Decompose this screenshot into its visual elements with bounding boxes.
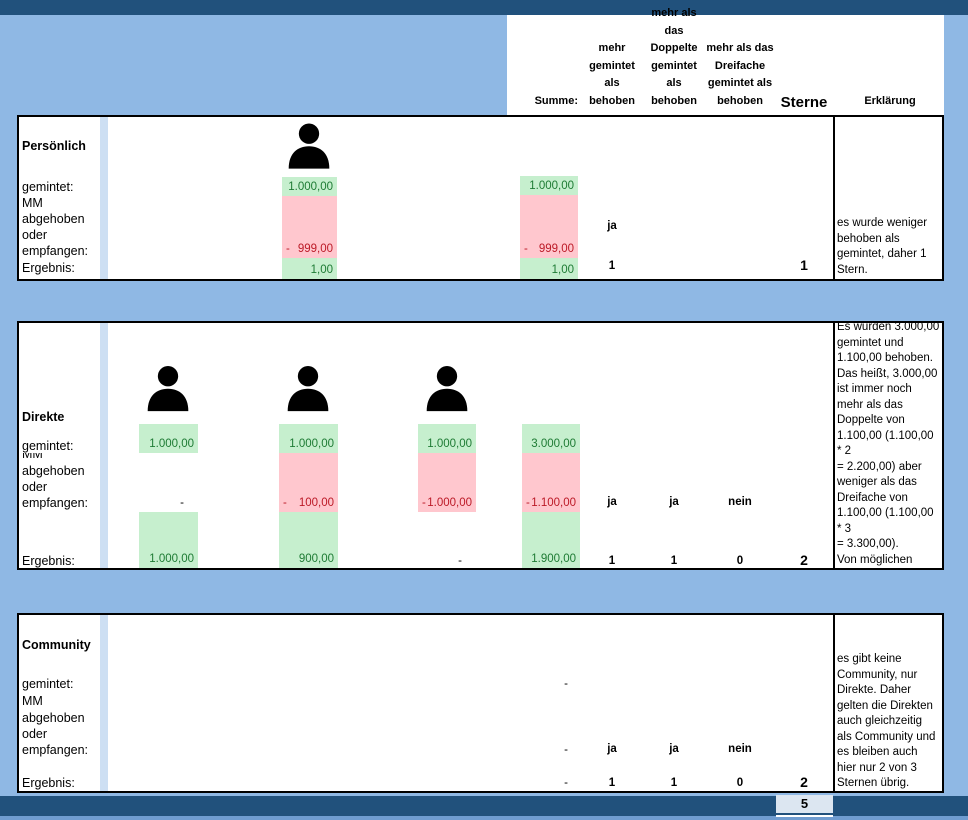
- row-label-abgehoben[interactable]: abgehoben: [22, 464, 85, 478]
- row-label-ergebnis[interactable]: Ergebnis:: [22, 554, 75, 568]
- dreifache-header[interactable]: mehr als das Dreifache gemintet als beho…: [706, 42, 774, 107]
- check-doppelt[interactable]: ja: [669, 743, 679, 755]
- summe-header[interactable]: Summe:: [534, 94, 578, 107]
- check-mehr[interactable]: ja: [607, 220, 617, 232]
- mehr-gemintet-header[interactable]: mehr gemintet als behoben: [589, 42, 635, 107]
- ergebnis-value-cell[interactable]: 1,00: [282, 258, 337, 279]
- erklaerung-text[interactable]: es wurde weniger behoben als gemintet, d…: [837, 217, 928, 276]
- row-label-empfangen[interactable]: empfangen:: [22, 244, 89, 258]
- summe-ergebnis-cell[interactable]: 1.900,00: [522, 512, 580, 568]
- ergebnis-value-cell[interactable]: 1.000,00: [139, 512, 198, 568]
- row-label-abgehoben[interactable]: abgehoben: [22, 212, 85, 226]
- check-doppelt[interactable]: ja: [669, 496, 679, 508]
- sterne-value[interactable]: 2: [800, 552, 808, 568]
- top-banner: [0, 0, 968, 15]
- row-label-ergebnis[interactable]: Ergebnis:: [22, 776, 75, 790]
- summe-ergebnis-cell[interactable]: 1,00: [520, 258, 578, 279]
- check-mehr[interactable]: ja: [607, 743, 617, 755]
- erklaerung-divider: [833, 323, 835, 568]
- spacer-column: [100, 615, 108, 791]
- erklaerung-text[interactable]: Es wurden 3.000,00 gemintet und 1.100,00…: [837, 321, 940, 566]
- gemintet-value-cell[interactable]: 1.000,00: [279, 424, 338, 453]
- row-label-mm[interactable]: MM: [22, 196, 43, 210]
- section-community: Community gemintet: MM abgehoben oder em…: [17, 613, 944, 793]
- count-mehr[interactable]: 1: [608, 777, 616, 789]
- row-label-gemintet[interactable]: gemintet:: [22, 180, 74, 194]
- abgehoben-value-cell[interactable]: -1.000,00: [418, 453, 476, 512]
- check-dreifach[interactable]: nein: [728, 496, 752, 508]
- row-label-ergebnis[interactable]: Ergebnis:: [22, 261, 75, 275]
- section-direkte: Direkte gemintet: MM abgehoben oder empf…: [17, 321, 944, 570]
- ergebnis-value-cell[interactable]: -: [458, 555, 462, 567]
- person-icon: [147, 366, 189, 412]
- summe-gemintet-cell[interactable]: -: [564, 678, 568, 690]
- count-dreifach[interactable]: 0: [736, 777, 744, 789]
- spacer-column: [100, 323, 108, 568]
- erklaerung-divider: [833, 117, 835, 279]
- gemintet-value-cell[interactable]: 1.000,00: [139, 424, 198, 453]
- summe-abgehoben-cell[interactable]: -999,00: [520, 195, 578, 258]
- row-label-gemintet[interactable]: gemintet:: [22, 439, 74, 453]
- count-mehr[interactable]: 1: [608, 260, 616, 272]
- doppelte-header[interactable]: mehr als das Doppelte gemintet als behob…: [650, 7, 698, 107]
- summe-gemintet-cell[interactable]: 1.000,00: [520, 176, 578, 195]
- summe-gemintet-cell[interactable]: 3.000,00: [522, 424, 580, 453]
- sterne-value[interactable]: 2: [800, 774, 808, 790]
- count-doppelt[interactable]: 1: [670, 777, 678, 789]
- gemintet-value-cell[interactable]: 1.000,00: [282, 177, 337, 196]
- sterne-value[interactable]: 1: [800, 257, 808, 273]
- row-label-empfangen[interactable]: empfangen:: [22, 496, 89, 510]
- abgehoben-value-cell[interactable]: -100,00: [279, 453, 338, 512]
- row-label-mm[interactable]: MM: [22, 694, 43, 708]
- row-label-gemintet[interactable]: gemintet:: [22, 677, 74, 691]
- erklaerung-header[interactable]: Erklärung: [864, 94, 916, 107]
- check-mehr[interactable]: ja: [607, 496, 617, 508]
- person-icon: [426, 366, 468, 412]
- summe-abgehoben-cell[interactable]: -: [564, 744, 568, 756]
- column-headers: Summe: mehr gemintet als behoben mehr al…: [507, 7, 944, 115]
- section-title[interactable]: Community: [22, 638, 91, 652]
- gemintet-value-cell[interactable]: 1.000,00: [418, 424, 476, 453]
- abgehoben-value-cell[interactable]: -: [180, 497, 184, 509]
- erklaerung-divider: [833, 615, 835, 791]
- spacer-column: [100, 117, 108, 279]
- row-label-abgehoben[interactable]: abgehoben: [22, 711, 85, 725]
- row-label-oder[interactable]: oder: [22, 480, 48, 494]
- count-doppelt[interactable]: 1: [670, 555, 678, 567]
- sterne-header[interactable]: Sterne: [780, 94, 828, 111]
- erklaerung-text[interactable]: es gibt keine Community, nur Direkte. Da…: [837, 653, 936, 789]
- row-label-oder[interactable]: oder: [22, 727, 48, 741]
- abgehoben-value-cell[interactable]: -999,00: [282, 196, 337, 258]
- section-title[interactable]: Persönlich: [22, 139, 86, 153]
- ergebnis-value-cell[interactable]: 900,00: [279, 512, 338, 568]
- count-mehr[interactable]: 1: [608, 555, 616, 567]
- person-icon: [288, 123, 330, 169]
- row-label-oder[interactable]: oder: [22, 228, 48, 242]
- total-underline: [776, 815, 833, 817]
- section-persoenlich: Persönlich gemintet: MM abgehoben oder e…: [17, 115, 944, 281]
- summe-abgehoben-cell[interactable]: -1.100,00: [522, 453, 580, 512]
- row-label-mm[interactable]: MM: [22, 453, 43, 461]
- section-title[interactable]: Direkte: [22, 410, 65, 424]
- person-icon: [287, 366, 329, 412]
- check-dreifach[interactable]: nein: [728, 743, 752, 755]
- sterne-total-cell[interactable]: 5: [776, 795, 833, 813]
- count-dreifach[interactable]: 0: [736, 555, 744, 567]
- row-label-empfangen[interactable]: empfangen:: [22, 743, 89, 757]
- summe-ergebnis-cell[interactable]: -: [564, 777, 568, 789]
